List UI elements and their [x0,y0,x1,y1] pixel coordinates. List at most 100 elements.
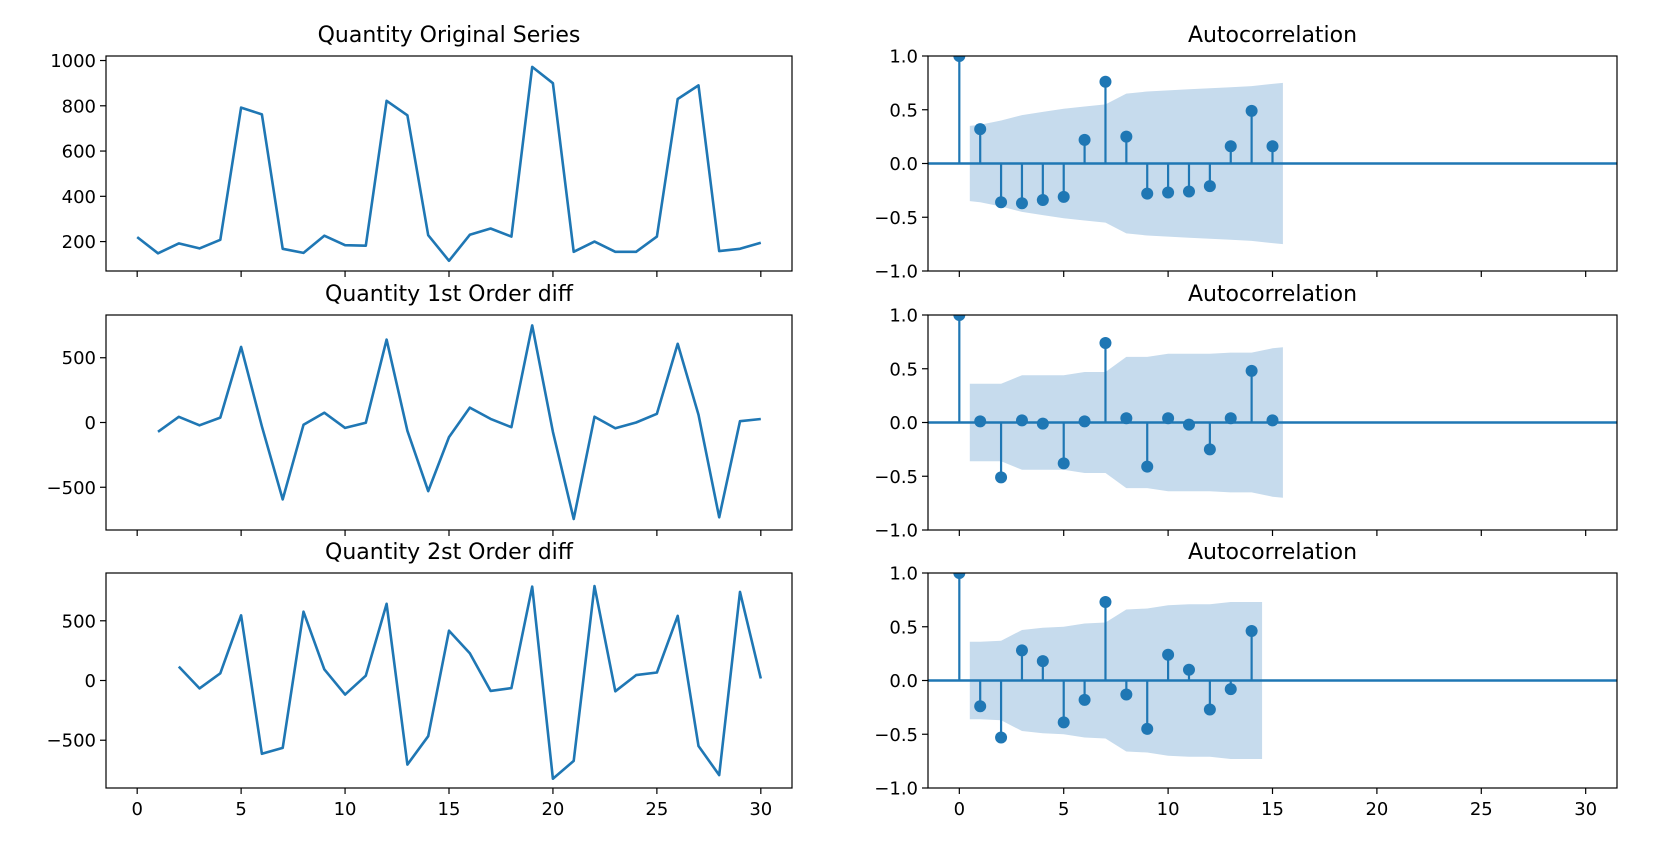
y-tick-label: 500 [62,611,96,632]
stem-marker-lag-1 [974,700,987,713]
y-tick-label: 500 [62,348,96,369]
stem-marker-lag-10 [1162,648,1175,661]
stem-marker-lag-11 [1182,185,1195,198]
x-tick-label: 25 [645,799,668,820]
stem-marker-lag-2 [995,731,1008,744]
y-tick-label: 1.0 [889,306,918,327]
stem-marker-lag-14 [1245,625,1258,638]
subplot-1: Quantity Original Series 200 400 600 800 1000 [50,23,793,277]
stem-marker-lag-4 [1036,194,1049,207]
stem-marker-lag-3 [1015,644,1028,657]
stem-marker-lag-0 [953,315,966,321]
y-tick-label: 200 [62,232,96,253]
stem-marker-lag-2 [995,471,1008,484]
stem-marker-lag-12 [1203,703,1216,716]
subplot-3: Quantity 2st Order diff −500 0 500 0 5 10 15 20 2… [47,540,793,820]
x-tick-label: 30 [1574,799,1597,820]
stem-marker-lag-15 [1266,140,1279,153]
y-tick-label: 0.5 [889,100,918,121]
stem-marker-lag-9 [1141,460,1154,473]
y-tick-label: 0 [85,413,96,434]
x-tick-label: 30 [749,799,772,820]
y-tick-label: −500 [47,731,96,752]
series-line [157,324,761,521]
x-tick-label: 10 [334,799,357,820]
x-tick-label: 15 [1261,799,1284,820]
x-tick-label: 5 [235,799,246,820]
subplot-4: Autocorrelation −1.0 −0.5 0.0 0.5 1.0 [874,23,1618,283]
subplot-title: Quantity 2st Order diff [325,540,574,565]
y-tick-label: 1000 [50,51,96,72]
subplot-title: Autocorrelation [1188,23,1357,48]
stem-marker-lag-8 [1120,688,1133,701]
plot-area [928,315,1617,498]
x-tick-label: 0 [954,799,965,820]
x-tick-label: 25 [1470,799,1493,820]
plot-area [928,56,1617,245]
stem-marker-lag-4 [1036,417,1049,430]
stem-marker-lag-7 [1099,596,1112,609]
stem-marker-lag-2 [995,196,1008,209]
x-tick-label: 20 [541,799,564,820]
y-tick-label: 0 [85,671,96,692]
stem-marker-lag-5 [1057,457,1070,470]
y-tick-label: 0.0 [889,413,918,434]
y-tick-label: −0.5 [874,467,918,488]
series-line [177,584,763,781]
stem-marker-lag-9 [1141,187,1154,200]
y-tick-label: −0.5 [874,725,918,746]
subplot-6: Autocorrelation −1.0 −0.5 0.0 0.5 1.0 0 5 10 15 20… [874,540,1618,820]
stem-marker-lag-3 [1015,414,1028,427]
stem-marker-lag-10 [1162,186,1175,199]
stem-marker-lag-11 [1182,663,1195,676]
stem-marker-lag-4 [1036,655,1049,668]
stem-marker-lag-1 [974,415,987,428]
stem-marker-lag-8 [1120,412,1133,425]
stem-marker-lag-10 [1162,412,1175,425]
series-line [136,65,762,263]
plot-area [177,584,763,781]
y-tick-label: 0.0 [889,154,918,175]
y-tick-label: −1.0 [874,779,918,800]
x-tick-label: 15 [438,799,461,820]
y-tick-label: 1.0 [889,564,918,585]
x-tick-label: 20 [1365,799,1388,820]
subplot-title: Autocorrelation [1188,282,1357,307]
stem-marker-lag-7 [1099,75,1112,88]
subplot-title: Quantity Original Series [318,23,581,48]
subplot-5: Autocorrelation −1.0 −0.5 0.0 0.5 1.0 [874,282,1618,542]
y-tick-label: 400 [62,187,96,208]
stem-marker-lag-11 [1182,418,1195,431]
stem-marker-lag-14 [1245,104,1258,117]
subplot-title: Quantity 1st Order diff [325,282,574,307]
stem-marker-lag-0 [953,573,966,579]
plot-area [136,65,762,263]
subplot-title: Autocorrelation [1188,540,1357,565]
y-tick-label: 1.0 [889,47,918,68]
y-tick-label: 800 [62,96,96,117]
stem-marker-lag-6 [1078,693,1091,706]
stem-marker-lag-7 [1099,336,1112,349]
stem-marker-lag-13 [1224,683,1237,696]
x-tick-label: 10 [1157,799,1180,820]
subplot-2: Quantity 1st Order diff −500 0 500 [47,282,793,536]
stem-marker-lag-3 [1015,197,1028,210]
stem-marker-lag-6 [1078,415,1091,428]
stem-marker-lag-0 [953,56,966,62]
y-tick-label: −0.5 [874,208,918,229]
stem-marker-lag-8 [1120,130,1133,143]
stem-marker-lag-9 [1141,722,1154,735]
x-tick-label: 5 [1058,799,1069,820]
stem-marker-lag-12 [1203,443,1216,456]
y-tick-label: −1.0 [874,521,918,542]
stem-marker-lag-13 [1224,140,1237,153]
y-tick-label: 600 [62,142,96,163]
stem-marker-lag-5 [1057,190,1070,203]
stem-marker-lag-12 [1203,180,1216,193]
y-tick-label: 0.5 [889,359,918,380]
x-tick-label: 0 [131,799,142,820]
stem-marker-lag-1 [974,123,987,136]
stem-marker-lag-5 [1057,716,1070,729]
y-tick-label: −500 [47,478,96,499]
